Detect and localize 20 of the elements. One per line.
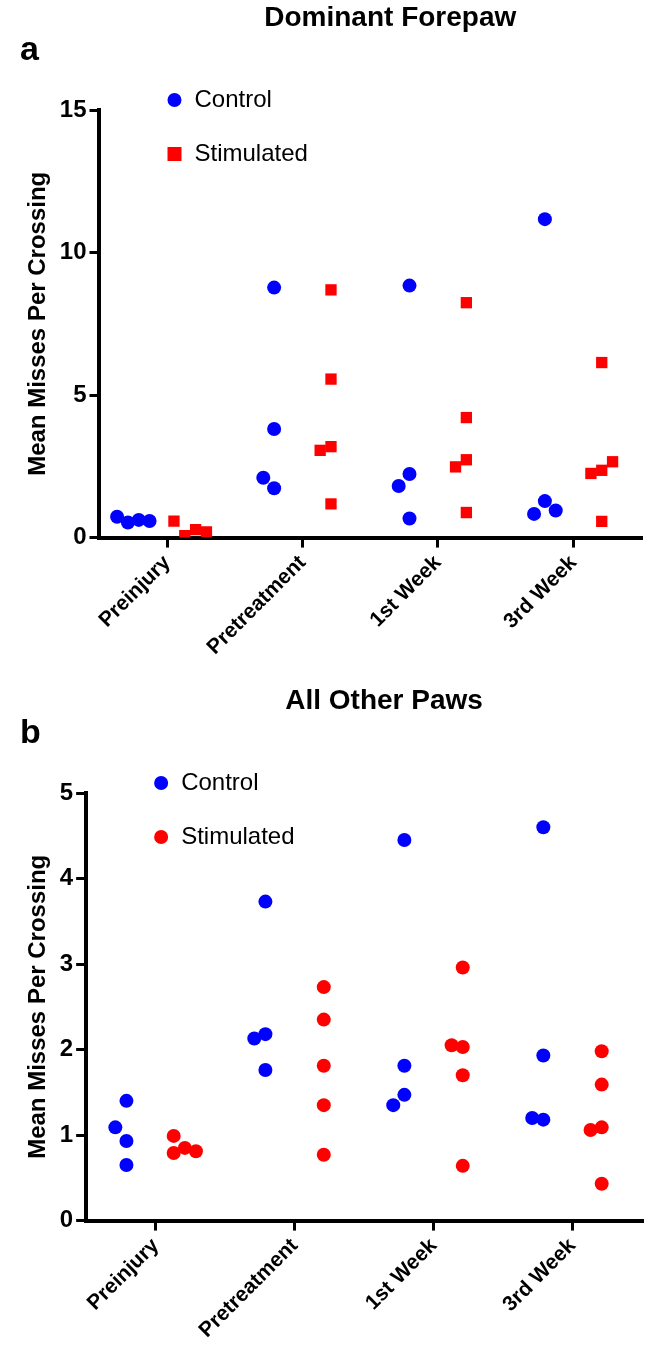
y-tick-label: 15 <box>59 94 87 122</box>
y-axis-title: Mean Misses Per Crossing <box>23 854 51 1159</box>
y-tick-label: 5 <box>73 379 87 407</box>
text: a <box>20 29 40 68</box>
legend-label: Control <box>181 767 259 795</box>
legend-label: Stimulated <box>181 821 295 849</box>
legend-label: Stimulated <box>194 138 308 166</box>
y-tick-label: 3 <box>59 948 74 976</box>
y-tick-label: 0 <box>59 1205 74 1233</box>
y-tick-label: 1 <box>59 1119 74 1147</box>
y-tick-label: 2 <box>59 1034 74 1062</box>
text: b <box>20 712 41 751</box>
legend-label: Control <box>194 84 272 112</box>
chart-title: All Other Paws <box>285 683 483 715</box>
y-tick-label: 4 <box>59 863 74 891</box>
y-axis-title: Mean Misses Per Crossing <box>23 171 51 476</box>
y-tick-label: 10 <box>59 237 87 265</box>
y-tick-label: 5 <box>59 777 74 805</box>
y-tick-label: 0 <box>73 522 87 550</box>
chart-title: Dominant Forepaw <box>264 0 517 32</box>
